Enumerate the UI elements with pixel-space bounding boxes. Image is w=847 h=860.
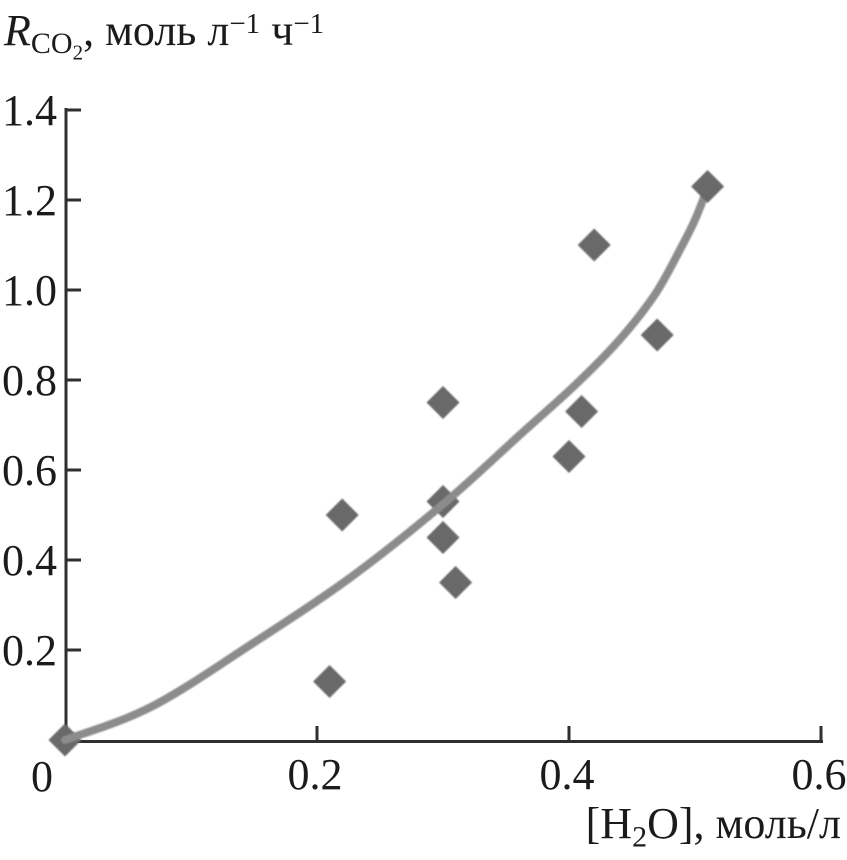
- axis-lines: [64, 108, 823, 743]
- x-title-post: O], моль/л: [647, 799, 841, 848]
- data-point-marker: [565, 395, 599, 428]
- y-tick-label: 0.4: [2, 536, 57, 585]
- y-tick-label: 1.4: [2, 86, 57, 135]
- y-title-units-mid: ч: [260, 6, 294, 55]
- x-title-pre: [H: [585, 799, 633, 848]
- x-tick-label: 0.2: [288, 750, 343, 799]
- y-title-subscript: CO2: [30, 27, 83, 65]
- y-title-symbol: R: [4, 6, 31, 55]
- y-title-units: , моль л: [83, 6, 230, 55]
- data-point-marker: [325, 498, 359, 532]
- data-point-marker: [552, 440, 586, 473]
- trend-curve: [61, 183, 712, 744]
- x-tick-label: 0.6: [792, 750, 847, 799]
- data-point-marker: [439, 566, 473, 599]
- y-tick-label: 0.2: [2, 626, 57, 675]
- data-point-marker: [577, 228, 611, 262]
- y-axis-title: RCO2, моль л−1 ч−1: [4, 6, 324, 65]
- y-title-exponent-2: −1: [293, 7, 325, 40]
- x-axis-title: [H2O], моль/л: [586, 802, 841, 852]
- y-tick-label: 1.0: [2, 266, 57, 315]
- y-title-subscript-text: CO: [30, 27, 73, 61]
- origin-tick-label: 0: [31, 752, 53, 801]
- y-title-exponent-1: −1: [229, 7, 261, 40]
- data-point-marker: [691, 170, 725, 203]
- x-title-subscript: 2: [632, 820, 648, 854]
- y-tick-label: 1.2: [2, 176, 57, 225]
- data-point-marker: [313, 665, 347, 698]
- data-point-marker: [640, 318, 674, 352]
- x-tick-label: 0.4: [540, 750, 595, 799]
- y-tick-label: 0.6: [2, 446, 57, 495]
- y-tick-label: 0.8: [2, 356, 57, 405]
- y-title-subsubscript: 2: [72, 41, 84, 66]
- data-point-marker: [426, 521, 460, 554]
- data-point-marker: [426, 386, 460, 419]
